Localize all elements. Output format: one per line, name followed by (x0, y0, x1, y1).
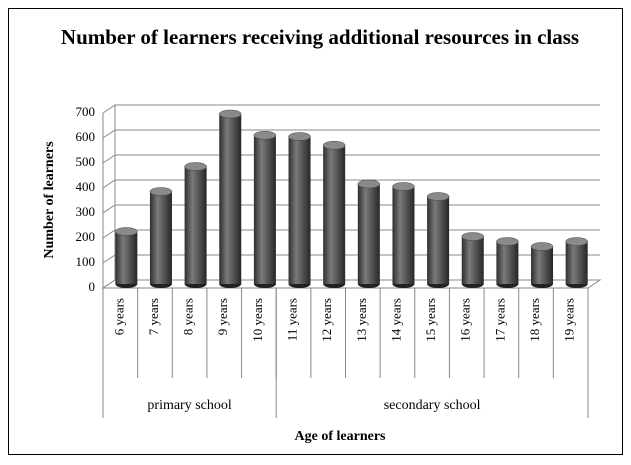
bar (115, 227, 138, 288)
bar-top (149, 187, 173, 196)
grid-line (102, 129, 600, 139)
grid-line (102, 154, 600, 164)
bar-body (219, 114, 242, 284)
bar-top (253, 131, 277, 140)
bar-top (115, 227, 138, 236)
bar (565, 237, 588, 288)
x-tick-label: 13 years (354, 298, 369, 342)
grid-line (102, 229, 600, 239)
grid-line (102, 179, 600, 189)
bar-body (323, 145, 346, 284)
x-tick-label: 7 years (146, 298, 161, 335)
bar-body (184, 166, 207, 284)
bar-body (149, 191, 172, 284)
y-tick-label: 500 (76, 154, 96, 169)
bar-top (219, 109, 242, 119)
x-tick-label: 10 years (250, 298, 265, 342)
y-tick-label: 200 (76, 229, 96, 244)
x-tick-label: 12 years (319, 298, 334, 342)
bar-top (461, 232, 484, 241)
x-tick-label: 9 years (215, 298, 230, 335)
bar-top (392, 182, 415, 191)
chart-title: Number of learners receiving additional … (60, 25, 580, 49)
y-tick-label: 600 (76, 129, 96, 144)
bar (357, 179, 381, 288)
bar (149, 187, 173, 288)
bar-body (531, 246, 554, 284)
bar (496, 237, 519, 288)
bar (461, 232, 484, 288)
group-label: primary school (147, 398, 231, 413)
y-tick-label: 300 (76, 204, 96, 219)
bar (288, 132, 311, 288)
bar-top (426, 192, 450, 201)
x-tick-label: 16 years (458, 298, 473, 342)
x-tick-label: 17 years (492, 298, 507, 342)
bar (426, 192, 450, 288)
x-axis-label: Age of learners (295, 429, 387, 444)
x-tick-label: 14 years (388, 298, 403, 342)
group-label: secondary school (384, 398, 481, 413)
bar-body (288, 136, 311, 284)
bar-top (357, 179, 381, 189)
x-tick-label: 18 years (527, 298, 542, 342)
bar (322, 141, 346, 288)
x-tick-label: 11 years (285, 298, 300, 341)
bar-top (565, 237, 588, 246)
y-tick-label: 400 (76, 179, 96, 194)
x-tick-label: 8 years (181, 298, 196, 335)
x-tick-label: 19 years (562, 298, 577, 342)
bar-body (253, 135, 276, 284)
y-tick-label: 0 (89, 279, 96, 294)
bar-body (427, 196, 450, 284)
bar-top (288, 132, 311, 141)
grid-line (102, 104, 600, 114)
floor (101, 279, 602, 289)
x-tick-label: 6 years (111, 298, 126, 335)
bar (392, 182, 415, 288)
bar-body (115, 231, 138, 284)
bar (219, 109, 242, 288)
bar-top (184, 162, 207, 171)
grid-line (102, 204, 600, 214)
bar-top (496, 237, 519, 246)
bar-body (565, 241, 588, 284)
bar-top (530, 242, 554, 251)
grid-line (102, 254, 600, 264)
bar (530, 242, 554, 288)
bar-body (496, 241, 519, 284)
bar-body (357, 184, 380, 284)
bar (184, 162, 207, 288)
y-tick-label: 100 (76, 254, 96, 269)
frame (8, 8, 623, 455)
x-tick-label: 15 years (423, 298, 438, 342)
bar-body (392, 186, 415, 284)
bar (253, 131, 277, 288)
y-tick-label: 700 (76, 104, 96, 119)
bar-top (322, 141, 346, 150)
y-axis-label: Number of learners (42, 141, 57, 259)
bar-body (461, 236, 484, 284)
